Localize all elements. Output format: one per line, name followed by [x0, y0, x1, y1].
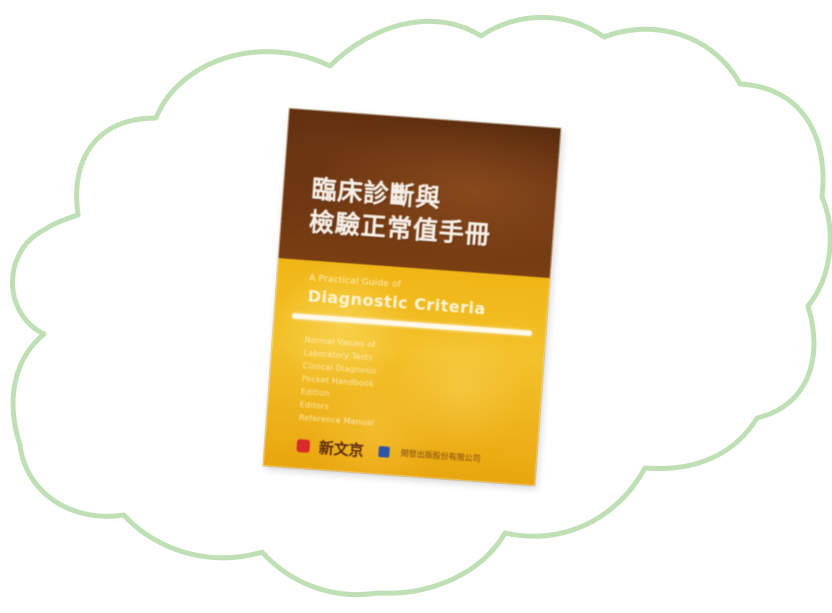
publisher-text: 開發出版股份有限公司	[400, 448, 481, 464]
publisher-red-logo-icon	[296, 438, 311, 453]
cloud-path	[10, 14, 832, 598]
publisher-blue-logo-icon	[378, 445, 391, 458]
book-cover-inner: 臨床診斷與 檢驗正常值手冊 A Practical Guide of Diagn…	[263, 108, 561, 486]
book-cover: 臨床診斷與 檢驗正常值手冊 A Practical Guide of Diagn…	[263, 108, 561, 486]
publisher-name: 新文京	[318, 438, 365, 460]
book-detail-lines: Normal Values of Laboratory Tests Clinic…	[298, 333, 464, 435]
